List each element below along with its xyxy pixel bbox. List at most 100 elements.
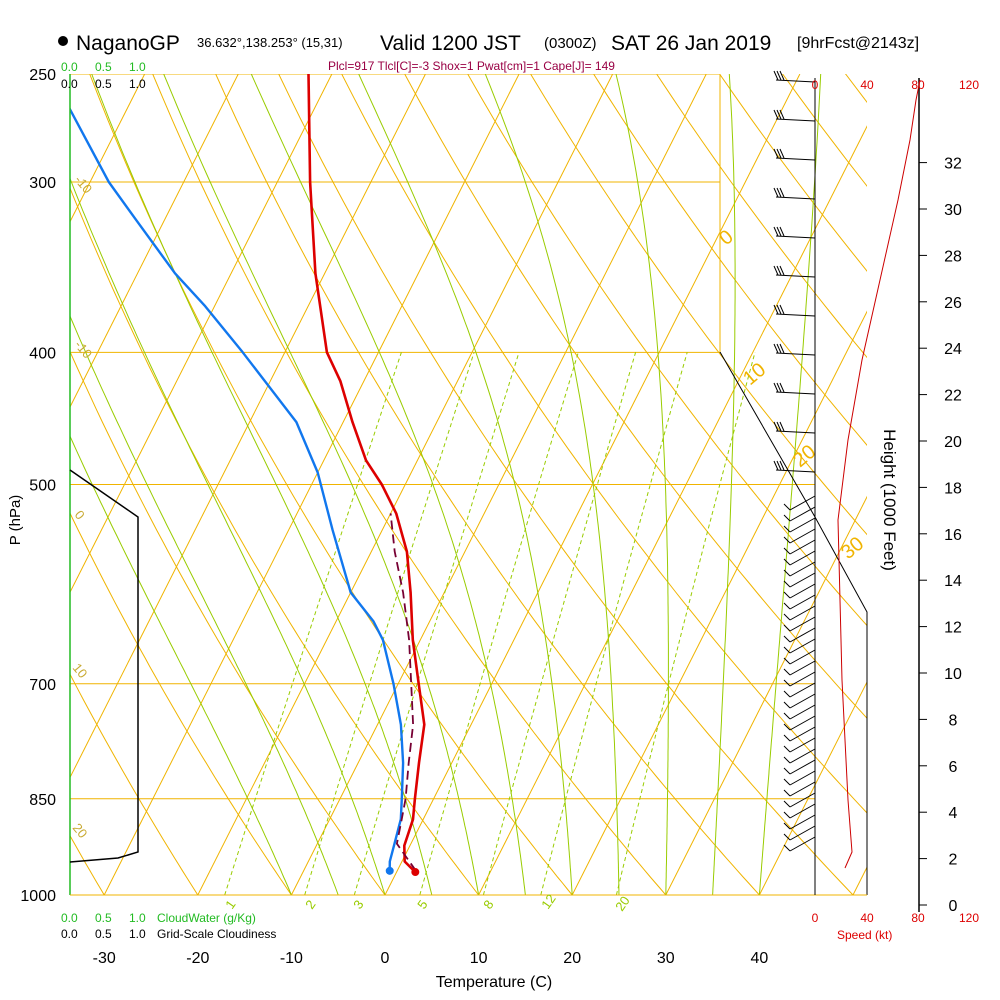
valid-time: Valid 1200 JST — [380, 32, 521, 55]
temperature-tick-label: 10 — [470, 950, 488, 967]
mixing-ratio-line — [304, 352, 475, 895]
dry-adiabat-label: 10 — [70, 660, 91, 681]
moist-adiabat-line — [484, 74, 620, 895]
station-name: NaganoGP — [76, 32, 180, 55]
dry-adiabat-line — [278, 74, 854, 895]
stability-indices: Plcl=917 Tlcl[C]=-3 Shox=1 Pwat[cm]=1 Ca… — [328, 59, 615, 73]
temperature-tick-label: 0 — [381, 950, 390, 967]
dewpoint-surface-marker — [385, 866, 394, 875]
temperature-tick-label: 30 — [657, 950, 675, 967]
isotherm-line — [665, 495, 867, 895]
mixing-ratio-line — [540, 352, 688, 895]
wind-barb-icon — [783, 682, 816, 698]
cloudwater-top-tick: 0.0 — [61, 60, 78, 74]
forecast-label: [9hrFcst@2143z] — [797, 35, 919, 52]
cloudiness-top-tick: 1.0 — [129, 77, 146, 91]
cloudwater-bottom-tick: 1.0 — [129, 911, 146, 925]
wind-barb-icon — [783, 660, 816, 676]
moist-adiabat-line — [70, 177, 386, 895]
wind-barb-icon — [783, 594, 816, 610]
speed-bottom-tick: 80 — [911, 911, 925, 925]
wind-barb-icon — [783, 693, 816, 709]
pressure-tick-label: 500 — [29, 478, 56, 495]
dry-adiabat-line — [70, 673, 199, 895]
speed-bottom-tick: 120 — [959, 911, 979, 925]
moist-adiabat-line — [250, 74, 526, 895]
temperature-tick-label: 20 — [563, 950, 581, 967]
cloudiness-axis-label: Grid-Scale Cloudiness — [157, 927, 276, 941]
wind-barb-icon — [783, 495, 816, 511]
cloudiness-bottom-tick: 0.5 — [95, 927, 112, 941]
wind-barb-icon — [783, 572, 816, 588]
dry-adiabat-line — [70, 511, 293, 895]
wind-barb-icon — [773, 382, 816, 395]
mixing-ratio-label: 1 — [222, 897, 238, 912]
mixing-ratio-line — [224, 352, 402, 895]
mixing-ratio-label: 12 — [538, 891, 559, 911]
wind-barb-icon — [783, 550, 816, 566]
isotherm-line — [852, 866, 867, 895]
cloudiness-bottom-tick: 0.0 — [61, 927, 78, 941]
mixing-ratio-label: 3 — [350, 897, 366, 912]
moist-adiabat-line — [712, 74, 736, 895]
dry-adiabat-line — [593, 74, 867, 446]
speed-top-tick: 40 — [860, 78, 874, 92]
height-tick-label: 4 — [949, 805, 958, 822]
wind-barb-icon — [783, 583, 816, 599]
station-coords: 36.632°,138.253° (15,31) — [197, 35, 343, 50]
wind-barb-icon — [773, 187, 816, 200]
wind-barb-icon — [783, 770, 816, 786]
wind-speed-line — [837, 79, 921, 869]
height-tick-label: 22 — [944, 388, 962, 405]
isotherm-line — [70, 74, 333, 594]
speed-top-tick: 0 — [812, 78, 819, 92]
cloudwater-top-tick: 0.5 — [95, 60, 112, 74]
valid-date: SAT 26 Jan 2019 — [611, 32, 771, 55]
moist-adiabat-line — [758, 74, 822, 895]
temperature-surface-marker — [411, 868, 420, 877]
moist-adiabat-line — [70, 434, 292, 895]
pressure-tick-label: 700 — [29, 677, 56, 694]
wind-barb-icon — [783, 605, 816, 621]
wind-barb-icon — [773, 421, 816, 434]
dry-adiabat-line — [215, 74, 761, 895]
isotherm-line — [70, 74, 426, 779]
wind-barb-icon — [783, 836, 816, 852]
wind-barb-icon — [773, 343, 816, 356]
wind-barb-icon — [783, 627, 816, 643]
height-tick-label: 6 — [949, 759, 958, 776]
isotherm-line — [70, 74, 239, 409]
wind-barb-icon — [783, 759, 816, 775]
y-axis-title: P (hPa) — [7, 495, 24, 546]
cloudiness-bottom-tick: 1.0 — [129, 927, 146, 941]
temperature-tick-label: -30 — [93, 950, 116, 967]
mixing-ratio-line — [419, 352, 579, 895]
dry-adiabat-line — [467, 74, 867, 627]
height-tick-label: 2 — [949, 852, 958, 869]
speed-top-tick: 80 — [911, 78, 925, 92]
wind-barb-icon — [783, 726, 816, 742]
height-axis-title: Height (1000 Feet) — [880, 429, 899, 571]
pressure-tick-label: 1000 — [20, 888, 56, 905]
height-tick-label: 28 — [944, 248, 962, 265]
plot-area — [70, 74, 867, 895]
dry-adiabat-line — [844, 74, 867, 103]
moist-adiabat-line — [70, 314, 339, 895]
wind-barb-icon — [783, 803, 816, 819]
wind-barb-icon — [773, 148, 816, 161]
wind-barb-icon — [783, 715, 816, 731]
dry-adiabat-line — [152, 74, 667, 895]
isotherm-line — [103, 74, 520, 895]
wind-barb-icon — [773, 304, 816, 317]
wind-barb-icon — [783, 539, 816, 555]
pressure-tick-label: 250 — [29, 67, 56, 84]
height-tick-label: 26 — [944, 295, 962, 312]
isotherm-line — [290, 74, 707, 895]
wind-barb-icon — [783, 825, 816, 841]
speed-top-tick: 120 — [959, 78, 979, 92]
wind-barb-icon — [783, 616, 816, 632]
height-tick-label: 30 — [944, 202, 962, 219]
dewpoint-line — [70, 106, 405, 871]
height-tick-label: 32 — [944, 156, 962, 173]
